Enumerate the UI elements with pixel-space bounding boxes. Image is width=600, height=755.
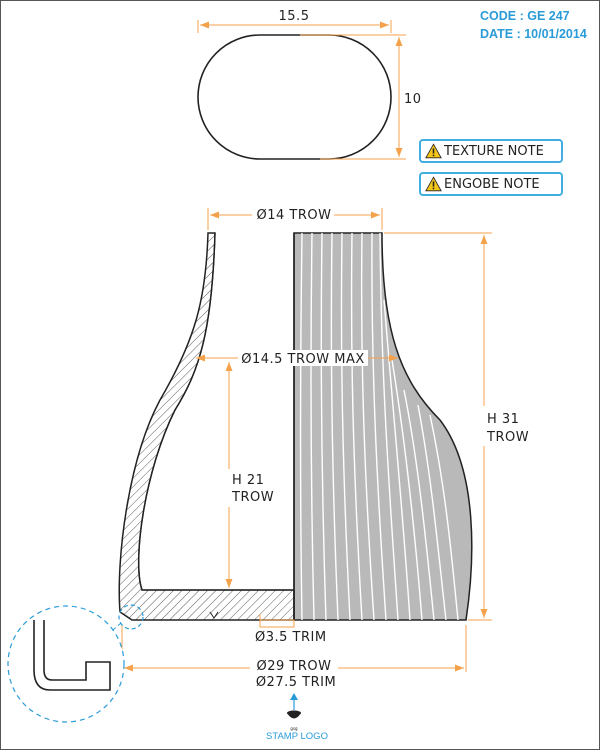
stamp-logo: gsg — [287, 693, 301, 731]
sectioned-wall — [118, 232, 295, 621]
warning-icon — [425, 176, 442, 192]
drain-diameter-label: Ø3.5 TRIM — [255, 630, 327, 645]
detail-view-circle — [7, 605, 125, 723]
drain-marker — [259, 619, 295, 628]
base-detail-callout — [7, 604, 144, 723]
texture-lines — [299, 233, 459, 620]
base-diameter-trim-label: Ø27.5 TRIM — [256, 675, 336, 690]
max-diameter-label: Ø14.5 TROW MAX — [241, 352, 365, 367]
base-diameter-trow-label: Ø29 TROW — [257, 659, 332, 674]
stamp-logo-icon: gsg — [287, 710, 301, 731]
inner-cavity-profile — [138, 232, 294, 591]
top-view-outline — [197, 34, 392, 160]
engobe-note-button[interactable]: ENGOBE NOTE — [419, 172, 563, 196]
warning-icon — [425, 143, 442, 159]
top-view-height-label: 10 — [404, 92, 422, 107]
stamp-arrow-head — [290, 693, 298, 700]
textured-exterior-half — [293, 232, 473, 621]
inner-height-label-line2: TROW — [231, 490, 274, 505]
texture-note-label: TEXTURE NOTE — [444, 143, 544, 159]
svg-text:gsg: gsg — [290, 726, 298, 731]
detail-profile — [33, 620, 111, 691]
stamp-logo-label: STAMP LOGO — [266, 731, 328, 742]
label-backdrop — [238, 350, 368, 366]
top-view-width-label: 15.5 — [279, 9, 310, 24]
detail-marker-circle — [118, 604, 144, 630]
top-view: 15.5 10 — [197, 9, 422, 160]
basin-elevation: Ø14 TROW Ø14.5 TROW MAX H 31 TROW H 21 T… — [118, 206, 533, 690]
label-backdrop — [228, 469, 278, 507]
outer-height-label-line2: TROW — [486, 430, 529, 445]
engobe-note-label: ENGOBE NOTE — [444, 176, 540, 192]
outer-height-label-line1: H 31 — [487, 412, 519, 427]
label-backdrop — [252, 206, 334, 222]
inner-height-label-line1: H 21 — [232, 473, 264, 488]
texture-note-button[interactable]: TEXTURE NOTE — [419, 139, 563, 163]
label-backdrop — [250, 658, 338, 690]
top-diameter-label: Ø14 TROW — [257, 208, 332, 223]
drain-groove — [209, 611, 219, 619]
drawing-date: DATE : 10/01/2014 — [480, 27, 587, 41]
drawing-code: CODE : GE 247 — [480, 9, 570, 23]
label-backdrop — [483, 406, 533, 446]
